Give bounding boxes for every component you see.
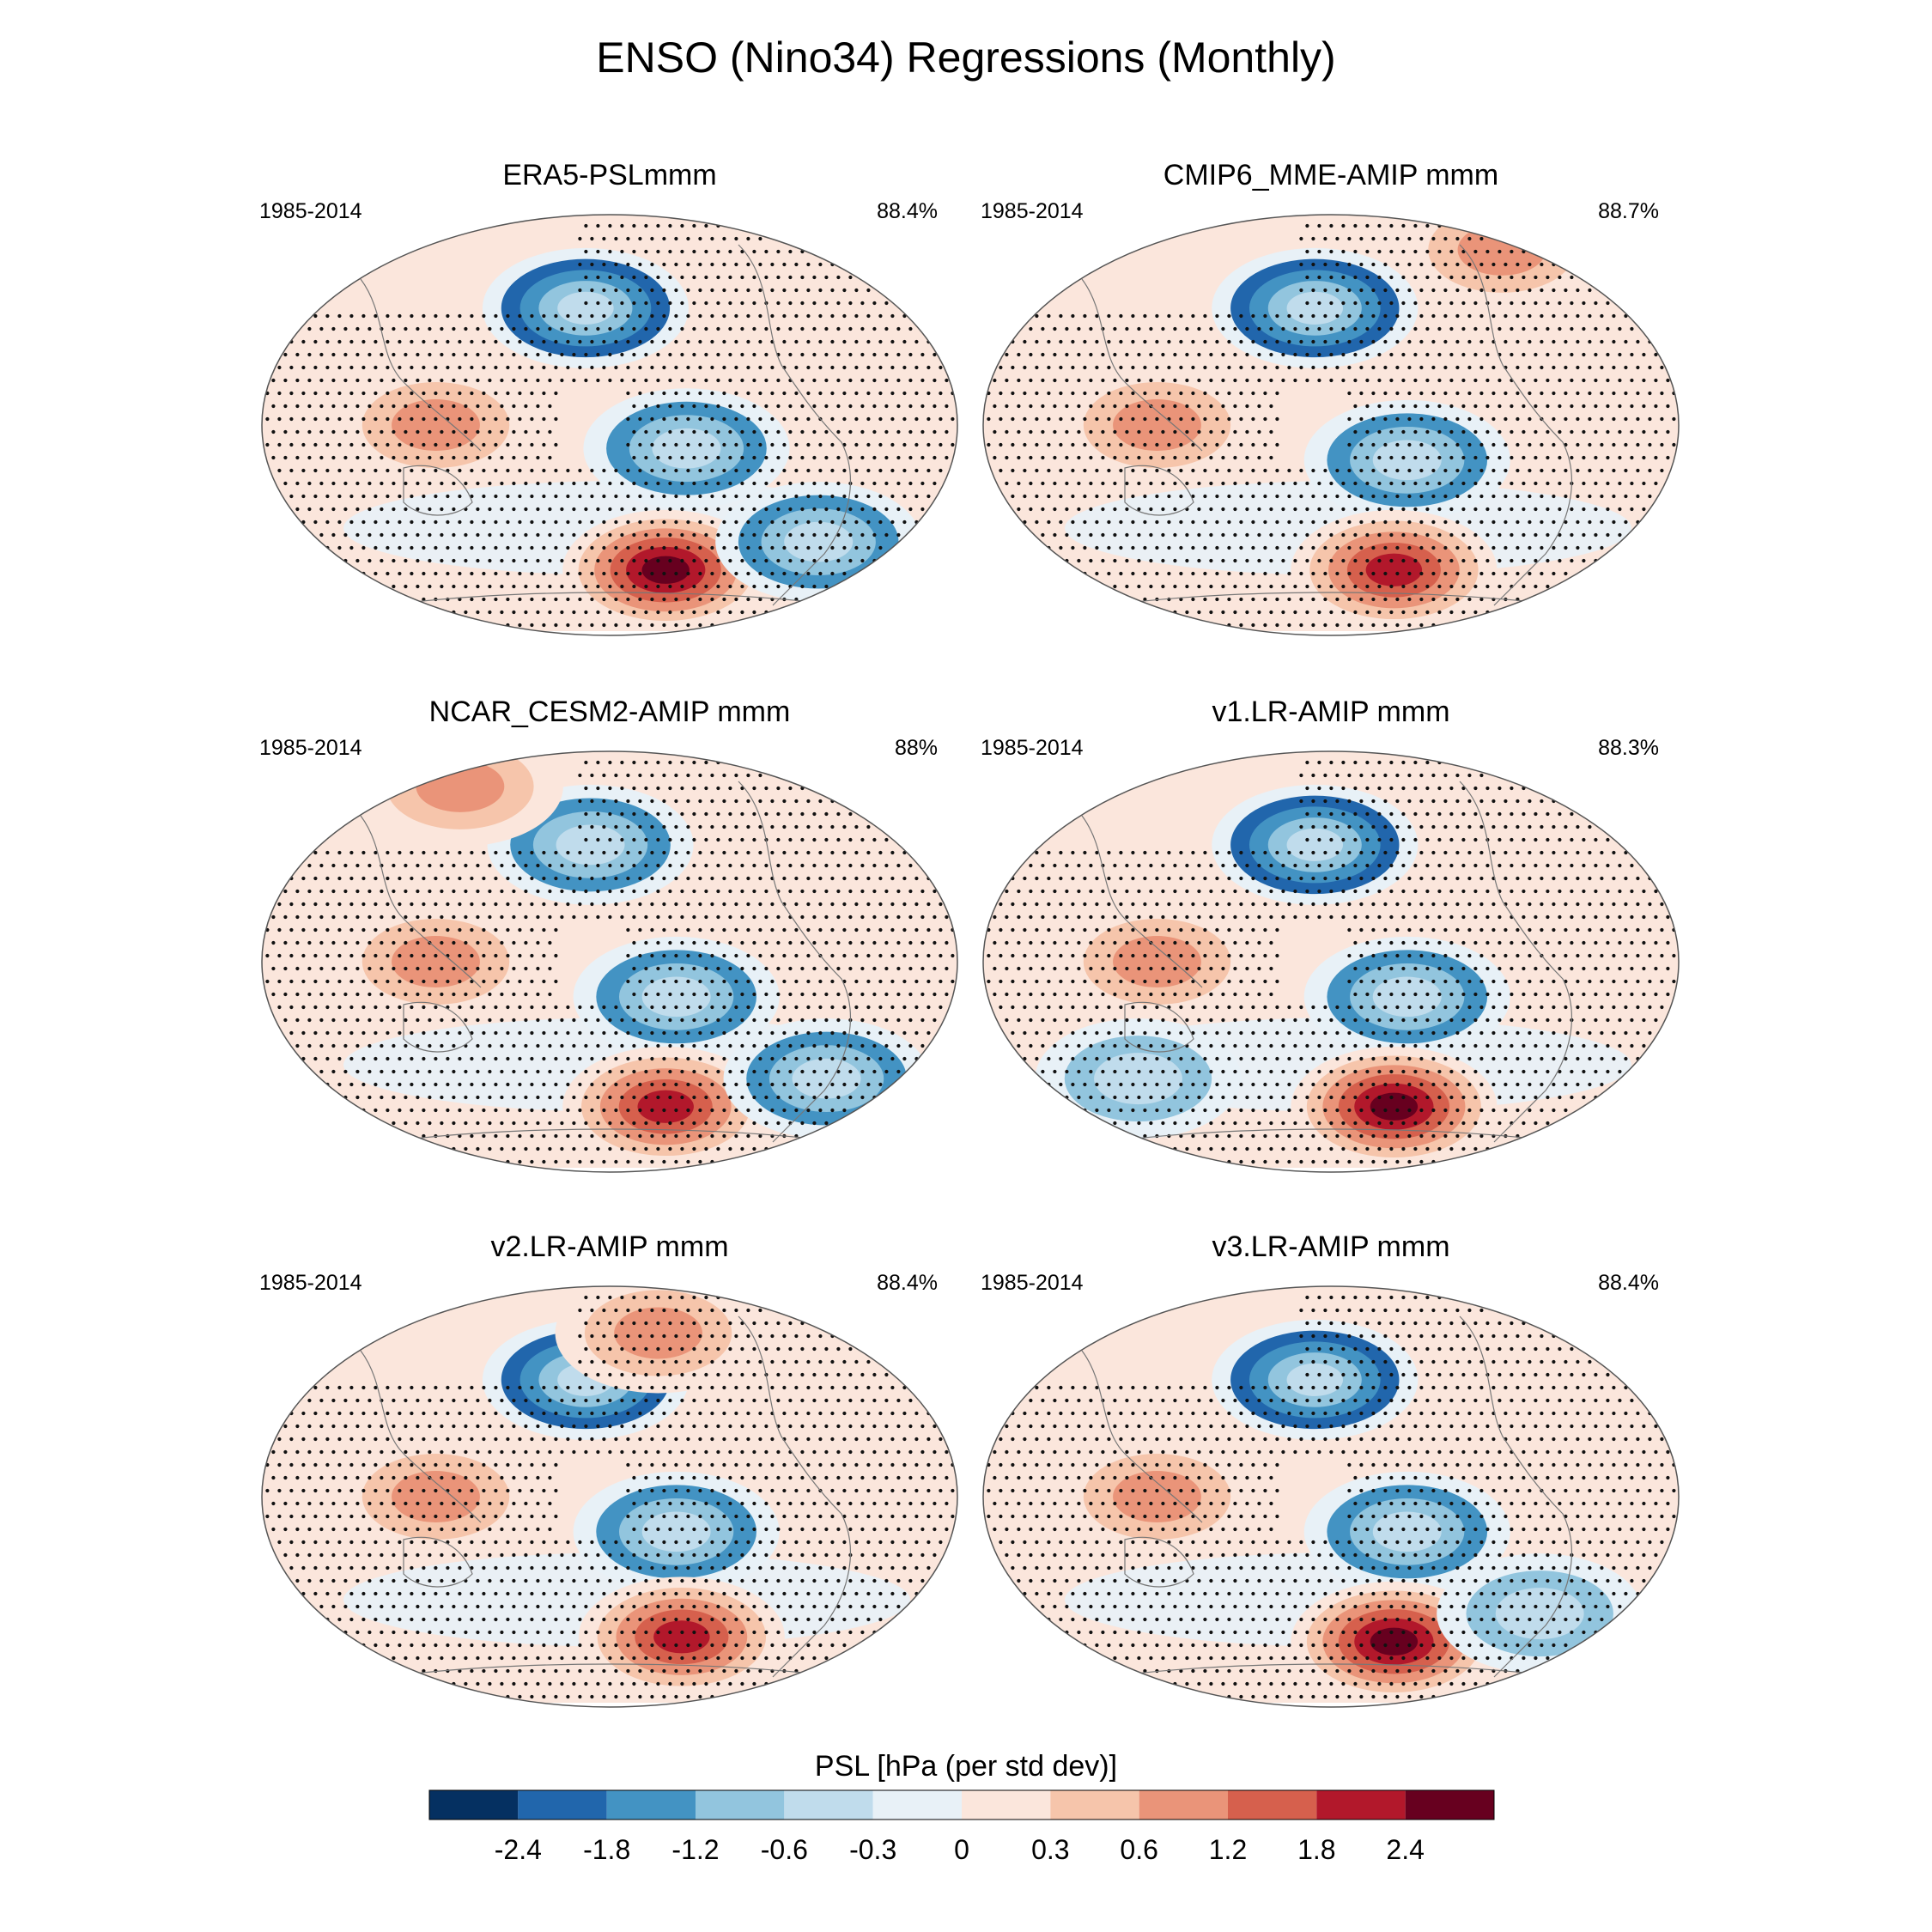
field-south-atlantic-low-level-2 <box>1495 1588 1584 1640</box>
field-tropical-east-pacific-low-level-3 <box>1372 440 1442 481</box>
coastlines <box>360 1315 851 1678</box>
field-amundsen-sea-high-level-5 <box>641 556 690 584</box>
coastlines <box>1081 1315 1572 1678</box>
colorbar-box <box>784 1790 873 1820</box>
field-maritime-continent-high-level-2 <box>392 1471 480 1522</box>
colorbar-box <box>1316 1790 1406 1820</box>
panel-title-cesm2: NCAR_CESM2-AMIP mmm <box>428 696 791 728</box>
coastlines <box>1081 244 1572 606</box>
colorbar-box <box>1139 1790 1228 1820</box>
colorbar-box <box>1050 1790 1139 1820</box>
colorbar-tick-label: 0.6 <box>1120 1834 1157 1865</box>
panel-period-v1: 1985-2014 <box>981 736 1084 760</box>
colorbar-tick-label: -0.3 <box>849 1834 896 1865</box>
field-maritime-continent-high-level-2 <box>392 399 480 451</box>
significance-stippling <box>987 223 1676 628</box>
colorbar-tick-label: -0.6 <box>761 1834 808 1865</box>
significance-stippling <box>265 1295 955 1699</box>
field-south-atlantic-low-level-3 <box>792 1058 861 1099</box>
significance-stippling <box>265 223 955 628</box>
map-panel-cesm2 <box>261 750 958 1173</box>
field-amundsen-sea-high-level-4 <box>653 1620 710 1654</box>
panel-period-v3: 1985-2014 <box>981 1271 1084 1295</box>
colorbar-box <box>429 1790 519 1820</box>
field-arctic-high-level-2 <box>1457 223 1546 276</box>
panel-title-v1: v1.LR-AMIP mmm <box>1212 696 1450 728</box>
colorbar-tick-label: -1.8 <box>583 1834 630 1865</box>
significance-stippling <box>987 760 1676 1164</box>
field-aleutian-low-level-3 <box>556 824 625 866</box>
field-maritime-continent-high-level-2 <box>1113 399 1201 451</box>
significance-stippling <box>987 1295 1676 1699</box>
colorbar-tick-label: 1.2 <box>1209 1834 1247 1865</box>
panel-period-cesm2: 1985-2014 <box>259 736 362 760</box>
map-panel-v2 <box>261 1285 958 1708</box>
colorbar-box <box>962 1790 1051 1820</box>
colorbar-tick-label: 0.3 <box>1031 1834 1069 1865</box>
panel-title-era5: ERA5-PSLmmm <box>502 159 717 191</box>
panel-title-v2: v2.LR-AMIP mmm <box>490 1230 729 1263</box>
field-tropical-east-pacific-low-level-3 <box>652 428 721 469</box>
map-panel-cmip6 <box>982 214 1680 636</box>
colorbar-box <box>696 1790 785 1820</box>
panel-period-era5: 1985-2014 <box>259 199 362 223</box>
colorbar-tick-label: 2.4 <box>1386 1834 1424 1865</box>
field-arctic-high-level-2 <box>416 760 505 812</box>
panel-pct-cmip6: 88.7% <box>1598 199 1659 223</box>
panel-pct-v1: 88.3% <box>1598 736 1659 760</box>
colorbar-tick-label: -2.4 <box>495 1834 542 1865</box>
field-north-pacific-high-level-2 <box>614 1307 702 1359</box>
significance-stippling <box>265 760 955 1164</box>
field-aleutian-low-level-4 <box>1286 1363 1344 1396</box>
colorbar-tick-label: 0 <box>954 1834 969 1865</box>
colorbar-title: PSL [hPa (per std dev)] <box>814 1750 1118 1783</box>
colorbar: -2.4 -1.8 -1.2 -0.6 -0.3 0 0.3 0.6 1.2 1.8 2.4 <box>428 1789 1495 1865</box>
panel-period-cmip6: 1985-2014 <box>981 199 1084 223</box>
field-tropical-east-pacific-low-level-3 <box>641 976 711 1018</box>
field-amundsen-sea-high-level-5 <box>1370 1627 1419 1656</box>
field-south-indian-ocean-low-level-2 <box>1094 1053 1182 1105</box>
panel-pct-v2: 88.4% <box>877 1271 938 1295</box>
colorbar-box <box>518 1790 607 1820</box>
field-amundsen-sea-high-level-4 <box>637 1090 694 1123</box>
field-aleutian-low-level-4 <box>557 291 614 325</box>
colorbar-box <box>606 1790 696 1820</box>
map-panel-v1 <box>982 750 1680 1173</box>
field-tropical-east-pacific-low-level-3 <box>1372 1511 1442 1552</box>
coastlines <box>1081 781 1572 1143</box>
colorbar-tick-label: 1.8 <box>1297 1834 1335 1865</box>
colorbar-box <box>872 1790 962 1820</box>
panel-period-v2: 1985-2014 <box>259 1271 362 1295</box>
panel-title-v3: v3.LR-AMIP mmm <box>1212 1230 1450 1263</box>
figure-title: ENSO (Nino34) Regressions (Monthly) <box>596 33 1336 82</box>
field-tropical-east-pacific-low-level-3 <box>1372 976 1442 1018</box>
colorbar-box <box>1228 1790 1317 1820</box>
field-south-atlantic-low-level-3 <box>784 521 854 562</box>
panel-pct-v3: 88.4% <box>1598 1271 1659 1295</box>
field-maritime-continent-high-level-2 <box>1113 936 1201 987</box>
colorbar-box <box>1405 1790 1494 1820</box>
field-amundsen-sea-high-level-5 <box>1370 1092 1419 1121</box>
map-panel-era5 <box>261 214 958 636</box>
field-maritime-continent-high-level-2 <box>1113 1471 1201 1522</box>
coastlines <box>360 781 851 1143</box>
panel-title-cmip6: CMIP6_MME-AMIP mmm <box>1163 159 1499 191</box>
colorbar-tick-label: -1.2 <box>671 1834 719 1865</box>
field-tropical-east-pacific-low-level-3 <box>641 1511 711 1552</box>
coastlines <box>360 244 851 606</box>
field-aleutian-low-level-4 <box>1286 291 1344 325</box>
field-amundsen-sea-high-level-4 <box>1365 553 1423 586</box>
field-aleutian-low-level-4 <box>1286 828 1344 861</box>
panel-pct-era5: 88.4% <box>877 199 938 223</box>
field-maritime-continent-high-level-2 <box>392 936 480 987</box>
map-panel-v3 <box>982 1285 1680 1708</box>
panel-pct-cesm2: 88% <box>894 736 938 760</box>
